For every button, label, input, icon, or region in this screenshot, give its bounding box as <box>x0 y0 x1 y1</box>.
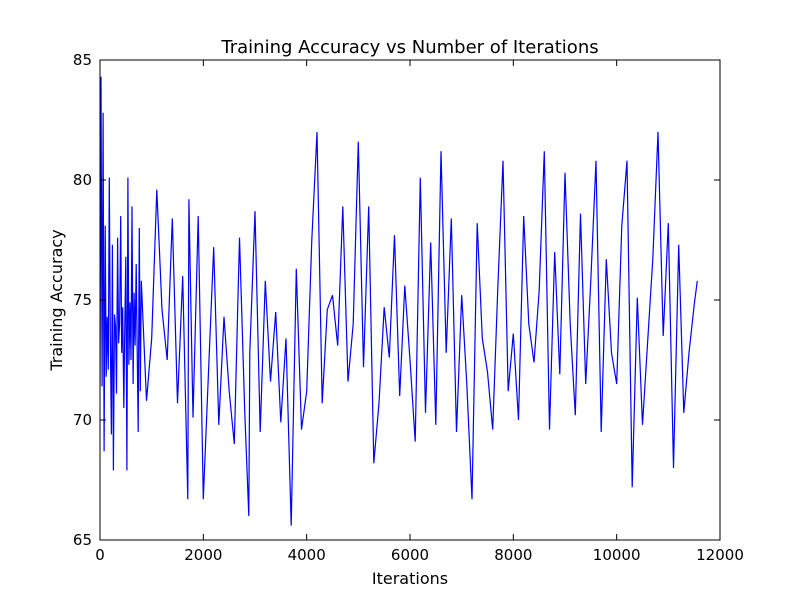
x-tick-label: 0 <box>95 546 105 564</box>
x-tick-label: 8000 <box>494 546 532 564</box>
y-tick-label: 65 <box>73 531 92 549</box>
axis-ticks: 0 2000 4000 6000 8000 10000 12000 65 70 75 80 85 <box>73 51 744 564</box>
x-tick-label: 4000 <box>288 546 326 564</box>
y-tick-label: 80 <box>73 171 92 189</box>
x-tick-label: 6000 <box>391 546 429 564</box>
y-tick-label: 85 <box>73 51 92 69</box>
x-axis-label: Iterations <box>372 569 448 588</box>
x-tick-label: 12000 <box>696 546 744 564</box>
axes-frame <box>99 59 721 541</box>
series-line-1 <box>100 76 698 526</box>
x-tick-label: 2000 <box>184 546 222 564</box>
y-tick-label: 70 <box>73 411 92 429</box>
chart-title: Training Accuracy vs Number of Iteration… <box>220 37 598 58</box>
y-axis-label: Training Accuracy <box>47 229 66 371</box>
x-tick-label: 10000 <box>593 546 641 564</box>
y-tick-label: 75 <box>73 291 92 309</box>
plot-area <box>100 76 698 526</box>
